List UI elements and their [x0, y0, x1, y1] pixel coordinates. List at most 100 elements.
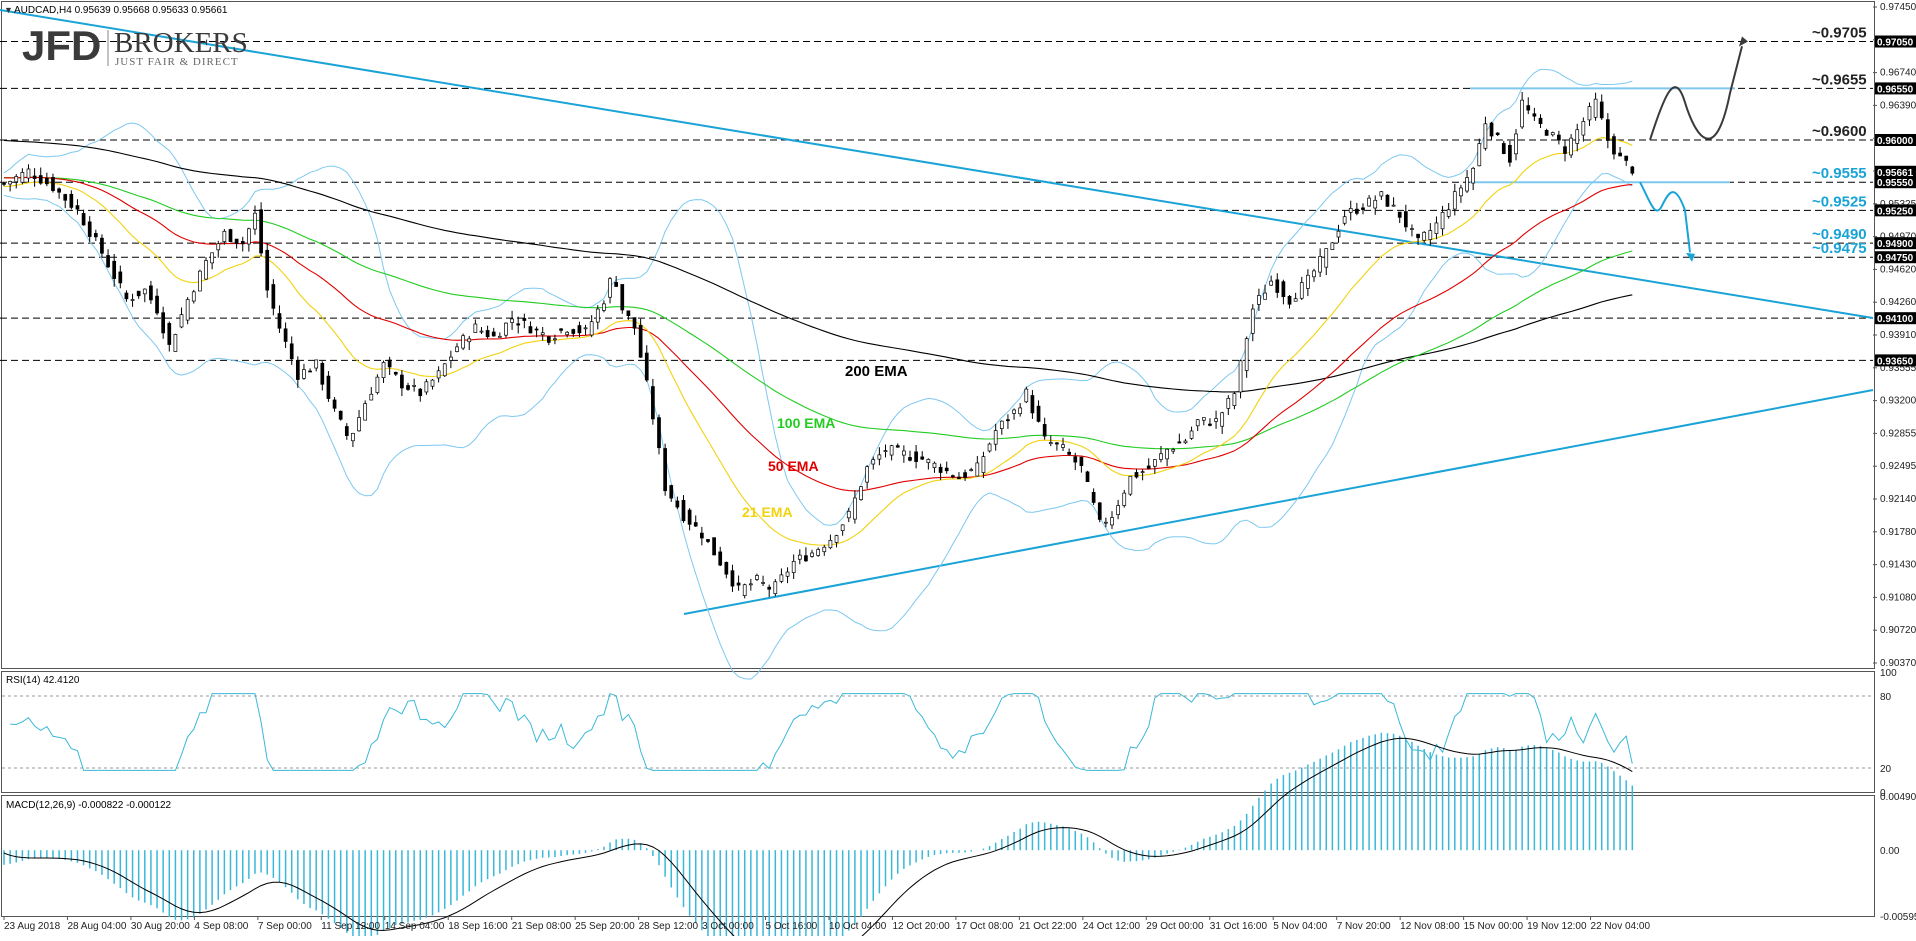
ema200-label: 200 EMA [845, 363, 908, 380]
candle-body [614, 282, 619, 287]
time-tick-label: 21 Sep 08:00 [512, 921, 572, 932]
candle-body [1189, 430, 1194, 439]
price-tick-label: 0.90370 [1880, 658, 1916, 669]
candle-body [657, 417, 661, 449]
candle-body [149, 285, 153, 301]
price-tick-label: 0.93910 [1880, 330, 1916, 341]
candle-body [522, 318, 527, 321]
price-badge-label: 0.94100 [1877, 314, 1914, 325]
time-tick-label: 15 Nov 00:00 [1464, 921, 1524, 932]
level-label: ~0.9705 [1812, 25, 1867, 42]
level-label: ~0.9600 [1812, 123, 1867, 140]
candle-body [240, 241, 245, 245]
rsi-label: RSI(14) 42.4120 [6, 675, 80, 686]
candle-body [173, 334, 178, 352]
time-tick-label: 7 Sep 00:00 [258, 921, 312, 932]
candle-body [473, 323, 478, 333]
candle-body [14, 176, 19, 183]
candle-body [69, 193, 74, 208]
candle-body [1073, 456, 1078, 463]
candle-body [895, 445, 900, 448]
candle-body [1495, 132, 1500, 136]
candle-body [332, 399, 337, 409]
candle-body [1416, 233, 1420, 239]
candle-body [559, 328, 563, 331]
candle-body [908, 457, 912, 461]
time-tick-label: 31 Oct 16:00 [1210, 921, 1268, 932]
candle-body [859, 486, 863, 501]
time-tick-label: 19 Nov 12:00 [1527, 921, 1587, 932]
candle-body [889, 445, 894, 456]
candle-body [130, 299, 135, 301]
candle-body [467, 338, 472, 343]
price-tick-label: 0.94620 [1880, 264, 1916, 275]
candle-body [485, 330, 490, 338]
candle-body [534, 328, 539, 331]
price-badge [1875, 237, 1916, 250]
candle-body [528, 326, 533, 334]
price-badge-label: 0.95661 [1877, 168, 1914, 179]
candle-body [540, 332, 545, 336]
candle-body [1526, 105, 1531, 111]
ema50-label: 50 EMA [768, 458, 819, 474]
candle-body [583, 327, 588, 330]
candle-body [736, 582, 741, 586]
candle-body [247, 228, 251, 245]
candle-body [1269, 280, 1274, 286]
rsi-panel: RSI(14) 42.4120 100 80 20 0 [2, 668, 1897, 799]
candle-body [877, 454, 882, 460]
candle-body [1312, 270, 1316, 278]
candle-body [308, 370, 312, 373]
chart-triangle-icon[interactable]: ▼ [4, 5, 13, 15]
candle-body [1152, 459, 1157, 467]
candle-body [1220, 412, 1225, 427]
price-badge [1875, 165, 1916, 178]
candle-body [1012, 409, 1016, 414]
candle-body [1232, 393, 1237, 406]
candle-body [724, 561, 729, 575]
candle-body [816, 549, 821, 556]
time-tick-label: 28 Aug 04:00 [67, 921, 126, 932]
rsi-axis-label: 0 [1880, 788, 1886, 799]
candle-body [1452, 191, 1457, 210]
candle-body [981, 456, 986, 473]
time-tick-label: 3 Oct 00:00 [702, 921, 754, 932]
ascending-trendline [683, 389, 1874, 615]
candle-body [1055, 442, 1059, 445]
candle-body [81, 213, 86, 226]
candle-body [785, 571, 790, 577]
candle-body [914, 451, 918, 462]
candle-body [1104, 521, 1108, 524]
time-axis: 23 Aug 2018 28 Aug 04:00 30 Aug 20:00 4 Sep… [3, 916, 1650, 932]
price-tick-label: 0.91080 [1880, 592, 1916, 603]
candle-body [1201, 417, 1206, 421]
rsi-panel-frame [1, 671, 1875, 793]
candle-body [1477, 143, 1482, 167]
level-labels: ~0.9705 ~0.9655 ~0.9600 ~0.9555 ~0.9525 ~0.94… [1812, 25, 1867, 258]
candle-body [926, 459, 931, 464]
ema21-line [3, 137, 1633, 546]
price-badge [1875, 82, 1916, 95]
price-tick-label: 0.93200 [1880, 396, 1916, 407]
time-tick-label: 29 Oct 00:00 [1146, 921, 1204, 932]
price-tick-label: 0.95325 [1880, 199, 1916, 210]
candle-body [1465, 177, 1469, 192]
candle-body [1091, 491, 1096, 503]
candle-body [320, 362, 325, 385]
candle-body [1575, 129, 1580, 144]
candle-body [1514, 133, 1518, 155]
candle-body [1599, 101, 1604, 119]
candle-body [1195, 419, 1200, 427]
candle-body [853, 497, 857, 520]
bollinger-lower [3, 172, 1633, 680]
candle-body [369, 393, 374, 401]
candle-body [363, 403, 368, 421]
candle-body [902, 450, 906, 456]
candle-body [167, 323, 172, 345]
candle-body [1538, 117, 1543, 125]
candle-body [1318, 256, 1322, 273]
symbol-info: AUDCAD,H4 0.95639 0.95668 0.95633 0.9566… [14, 5, 228, 16]
candle-body [1605, 119, 1610, 141]
